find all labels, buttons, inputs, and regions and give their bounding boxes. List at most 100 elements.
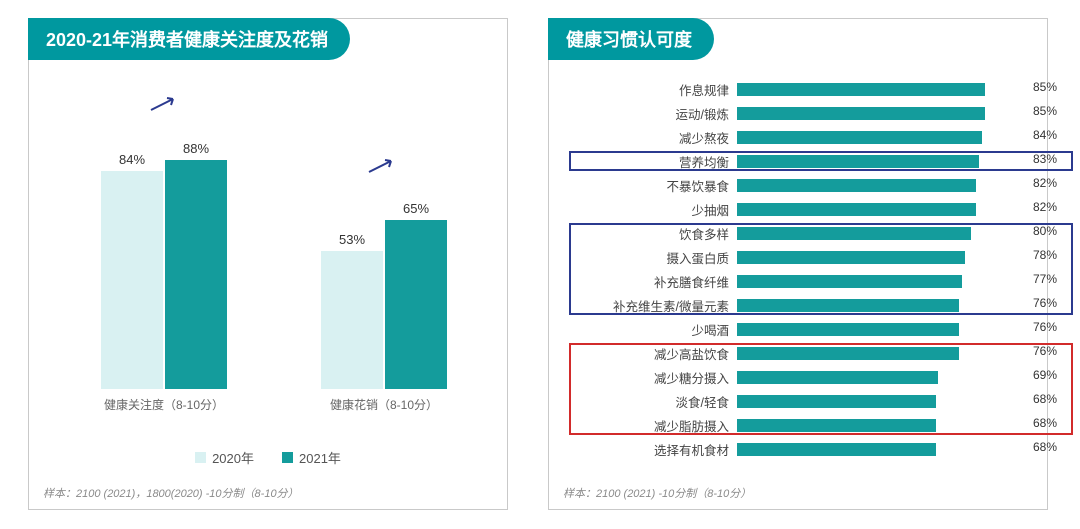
- hbar-value: 80%: [1033, 224, 1067, 238]
- hbar-rect: [737, 395, 936, 408]
- hbar-rect: [737, 299, 959, 312]
- group-label-0: 健康关注度（8-10分）: [79, 396, 249, 413]
- hbar-track: 85%: [737, 83, 1029, 96]
- legend-item-2021: 2021年: [282, 448, 341, 467]
- swatch-2020: [195, 452, 206, 463]
- hbar-row: 营养均衡83%: [567, 149, 1029, 173]
- bar-2021-g0: 88%: [165, 141, 227, 389]
- hbar-value: 78%: [1033, 248, 1067, 262]
- hbar-track: 76%: [737, 323, 1029, 336]
- hbar-track: 84%: [737, 131, 1029, 144]
- bar-2021-g1: 65%: [385, 201, 447, 389]
- hbar-label: 减少脂肪摄入: [567, 416, 737, 435]
- hbar-row: 少喝酒76%: [567, 317, 1029, 341]
- hbar-value: 69%: [1033, 368, 1067, 382]
- hbar-rect: [737, 443, 936, 456]
- hbar-label: 减少高盐饮食: [567, 344, 737, 363]
- hbar-track: 82%: [737, 179, 1029, 192]
- hbar-track: 69%: [737, 371, 1029, 384]
- hbar-rect: [737, 83, 985, 96]
- hbar-rect: [737, 203, 976, 216]
- hbar-row: 补充维生素/微量元素76%: [567, 293, 1029, 317]
- hbar-track: 68%: [737, 443, 1029, 456]
- bar-label-2021-g0: 88%: [183, 141, 209, 156]
- hbar-value: 85%: [1033, 80, 1067, 94]
- bar-rect-2020-g0: [101, 171, 163, 389]
- hbar-label: 选择有机食材: [567, 440, 737, 459]
- hbar-row: 饮食多样80%: [567, 221, 1029, 245]
- hbar-label: 补充膳食纤维: [567, 272, 737, 291]
- hbar-label: 不暴饮暴食: [567, 176, 737, 195]
- hbar-track: 77%: [737, 275, 1029, 288]
- hbar-rect: [737, 323, 959, 336]
- bar-label-2020-g0: 84%: [119, 152, 145, 167]
- hbar-rect: [737, 107, 985, 120]
- hbar-row: 作息规律85%: [567, 77, 1029, 101]
- hbar-label: 少喝酒: [567, 320, 737, 339]
- hbar-value: 68%: [1033, 416, 1067, 430]
- hbar-row: 不暴饮暴食82%: [567, 173, 1029, 197]
- hbar-rect: [737, 347, 959, 360]
- hbar-label: 营养均衡: [567, 152, 737, 171]
- hbar-value: 82%: [1033, 176, 1067, 190]
- hbar-value: 84%: [1033, 128, 1067, 142]
- bar-label-2020-g1: 53%: [339, 232, 365, 247]
- hbar-label: 少抽烟: [567, 200, 737, 219]
- hbar-track: 76%: [737, 347, 1029, 360]
- right-panel: 健康习惯认可度 作息规律85%运动/锻炼85%减少熬夜84%营养均衡83%不暴饮…: [548, 18, 1048, 510]
- hbar-value: 68%: [1033, 440, 1067, 454]
- bar-rect-2020-g1: [321, 251, 383, 389]
- hbar-track: 82%: [737, 203, 1029, 216]
- hbar-rect: [737, 275, 962, 288]
- bar-label-2021-g1: 65%: [403, 201, 429, 216]
- hbar-track: 76%: [737, 299, 1029, 312]
- hbar-row: 减少糖分摄入69%: [567, 365, 1029, 389]
- hbar-rect: [737, 419, 936, 432]
- legend-label-2020: 2020年: [212, 448, 254, 467]
- hbar-rect: [737, 251, 965, 264]
- hbar-track: 78%: [737, 251, 1029, 264]
- hbar-label: 淡食/轻食: [567, 392, 737, 411]
- bar-2020-g1: 53%: [321, 232, 383, 389]
- left-footnote: 样本：2100 (2021)，1800(2020) -10分制（8-10分）: [43, 485, 299, 501]
- hbar-label: 运动/锻炼: [567, 104, 737, 123]
- hbar-value: 76%: [1033, 296, 1067, 310]
- hbar-row: 淡食/轻食68%: [567, 389, 1029, 413]
- hbar-row: 减少熬夜84%: [567, 125, 1029, 149]
- hbar-value: 68%: [1033, 392, 1067, 406]
- hbar-row: 运动/锻炼85%: [567, 101, 1029, 125]
- swatch-2021: [282, 452, 293, 463]
- bar-2020-g0: 84%: [101, 152, 163, 389]
- bar-rect-2021-g0: [165, 160, 227, 389]
- hbar-label: 减少熬夜: [567, 128, 737, 147]
- group-label-1: 健康花销（8-10分）: [299, 396, 469, 413]
- hbar-row: 减少高盐饮食76%: [567, 341, 1029, 365]
- hbar-track: 68%: [737, 395, 1029, 408]
- arrow-icon-0: [149, 95, 183, 115]
- hbar-track: 80%: [737, 227, 1029, 240]
- hbar-value: 85%: [1033, 104, 1067, 118]
- right-title: 健康习惯认可度: [548, 18, 714, 60]
- hbar-label: 作息规律: [567, 80, 737, 99]
- hbar-value: 76%: [1033, 320, 1067, 334]
- hbar-value: 77%: [1033, 272, 1067, 286]
- hbar-rect: [737, 227, 971, 240]
- hbar-value: 82%: [1033, 200, 1067, 214]
- hbar-row: 少抽烟82%: [567, 197, 1029, 221]
- legend: 2020年 2021年: [29, 448, 507, 467]
- hbar-track: 68%: [737, 419, 1029, 432]
- hbar-rect: [737, 371, 938, 384]
- hbar-label: 减少糖分摄入: [567, 368, 737, 387]
- hbar-rect: [737, 131, 982, 144]
- bar-group-1: 53% 65%: [299, 49, 469, 389]
- hbar-chart: 作息规律85%运动/锻炼85%减少熬夜84%营养均衡83%不暴饮暴食82%少抽烟…: [567, 77, 1029, 475]
- bar-chart: 84% 88% 健康关注度（8-10分） 53% 65% 健康花销（8-10分）: [59, 79, 477, 419]
- hbar-row: 补充膳食纤维77%: [567, 269, 1029, 293]
- right-footnote: 样本：2100 (2021) -10分制（8-10分）: [563, 485, 751, 501]
- legend-item-2020: 2020年: [195, 448, 254, 467]
- hbar-rect: [737, 155, 979, 168]
- hbar-row: 摄入蛋白质78%: [567, 245, 1029, 269]
- hbar-label: 饮食多样: [567, 224, 737, 243]
- left-panel: 2020-21年消费者健康关注度及花销 84% 88% 健康关注度（8-10分）…: [28, 18, 508, 510]
- hbar-label: 摄入蛋白质: [567, 248, 737, 267]
